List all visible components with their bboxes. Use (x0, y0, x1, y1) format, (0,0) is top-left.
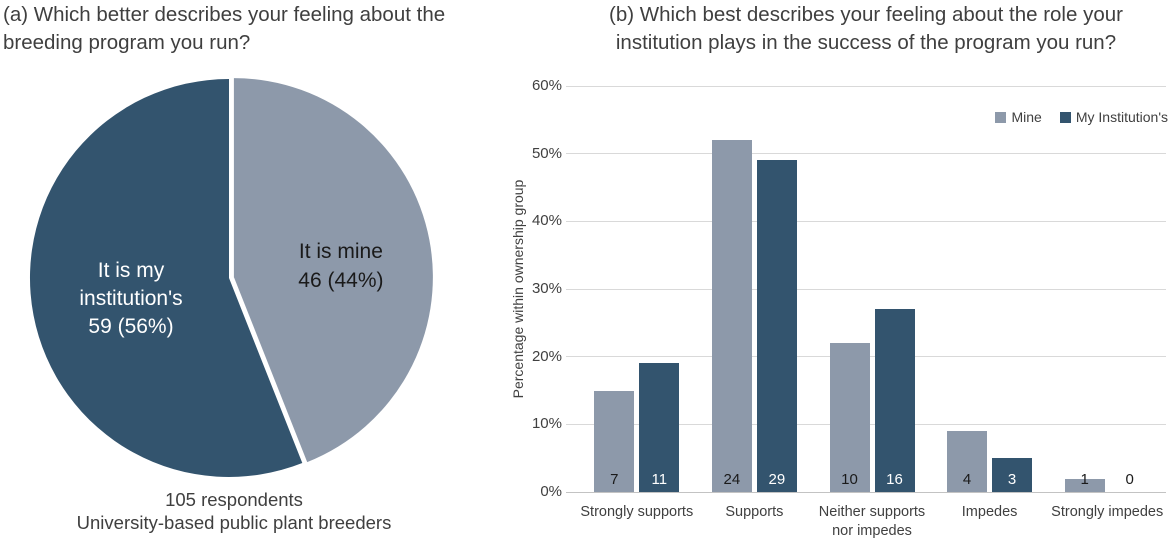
x-category-label: Supports (674, 503, 834, 522)
pie-caption: 105 respondents University-based public … (0, 488, 468, 534)
bar-my-institution-s (992, 458, 1033, 492)
bar-value-label: 3 (1007, 471, 1017, 488)
bar-value-label: 11 (651, 471, 668, 488)
y-tick-label: 0% (540, 483, 562, 500)
pie-title-line-1: (a) Which better describes your feeling … (3, 3, 446, 26)
y-tick-label: 50% (531, 144, 562, 162)
bar-mine (1064, 478, 1105, 492)
bar-mine (829, 343, 870, 492)
pie-title-line-2: breeding program you run? (3, 31, 251, 54)
pie-slice-label: institution's (79, 287, 182, 310)
gridline (566, 288, 1166, 290)
y-tick-label: 20% (531, 347, 562, 365)
bar-mine (711, 140, 752, 492)
bar-value-label: 24 (723, 471, 741, 488)
x-axis-line (566, 492, 1166, 493)
bar-title-line-2: institution plays in the success of the … (615, 31, 1117, 54)
x-category-label: Strongly impedes (1027, 503, 1172, 522)
legend-item-institution: My Institution's (1059, 109, 1168, 125)
gridline (566, 85, 1166, 87)
caption-respondents: 105 respondents (165, 489, 303, 510)
legend-label-mine: Mine (1011, 109, 1042, 125)
x-category-label-line: Strongly impedes (1051, 504, 1164, 520)
bar-value-label: 0 (1125, 471, 1134, 488)
bar-title: (b) Which best describes your feeling ab… (560, 1, 1172, 57)
bar-my-institution-s (874, 309, 915, 492)
x-category-label: Neither supports nor impedes (792, 503, 952, 541)
x-category-label-line: Impedes (961, 504, 1018, 520)
bar-value-label: 7 (610, 471, 619, 488)
gridline (566, 220, 1166, 222)
bar-mine (947, 431, 988, 492)
bar-value-label: 1 (1080, 471, 1089, 488)
legend: Mine My Institution's (995, 109, 1168, 125)
bar-my-institution-s (756, 160, 797, 492)
caption-population: University-based public plant breeders (76, 512, 392, 533)
y-tick-label: 60% (531, 77, 562, 94)
legend-swatch-institution (1059, 111, 1071, 123)
x-category-label-line: Strongly supports (580, 504, 694, 520)
gridline (566, 153, 1166, 155)
bar-value-label: 29 (768, 471, 786, 488)
bar-value-label: 10 (841, 471, 858, 488)
legend-label-institution: My Institution's (1075, 109, 1168, 125)
bar-mine (594, 390, 635, 492)
legend-swatch-mine (995, 111, 1007, 123)
y-tick-label: 40% (531, 212, 562, 230)
pie-slice-label: 59 (56%) (88, 315, 173, 338)
x-category-label-line: nor impedes (832, 523, 912, 539)
y-tick-label: 10% (531, 415, 562, 433)
x-category-label-line: Neither supports (818, 504, 926, 520)
pie-chart: It is mine 46 (44%) It is my institution's 5… (29, 78, 433, 477)
y-tick-label: 30% (531, 280, 562, 297)
bar-my-institution-s (639, 363, 680, 492)
pie-slice-mine (233, 78, 433, 463)
bar-value-label: 4 (962, 471, 972, 488)
pie-title: (a) Which better describes your feeling … (3, 1, 503, 57)
legend-item-mine: Mine (995, 109, 1042, 125)
bar-title-line-1: (b) Which best describes your feeling ab… (609, 3, 1123, 26)
x-category-label-line: Supports (725, 504, 784, 520)
pie-slice-institution (29, 78, 303, 477)
bar-value-label: 16 (886, 471, 903, 488)
pie-slice-label: It is mine (299, 240, 383, 263)
pie-slice-label: It is my (98, 259, 165, 282)
x-category-label: Strongly supports (557, 503, 717, 522)
pie-slice-label: 46 (44%) (298, 269, 383, 292)
x-category-label: Impedes (910, 503, 1070, 522)
